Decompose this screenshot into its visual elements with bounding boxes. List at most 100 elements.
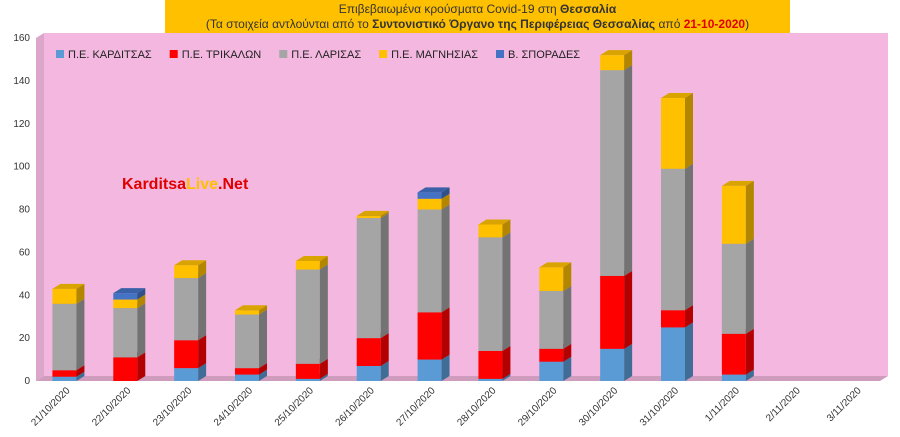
bar-front [539,361,564,381]
bar-side [624,343,633,381]
bar-front [235,368,259,375]
bar-front [600,348,625,381]
bar-segment [478,219,511,238]
bar-front [295,269,320,364]
bar-front [356,338,381,366]
bar-side [259,309,267,369]
bar-front [721,185,746,244]
bar-front [295,260,320,270]
bar-front [721,333,746,375]
x-tick-label: 29/10/2020 [516,385,559,428]
bar-top [600,50,633,56]
bar-segment [356,213,389,339]
bar-side [198,260,207,279]
legend-label: Π.Ε. ΚΑΡΔΙΤΣΑΣ [68,49,152,61]
bar-side [441,354,450,381]
bar-side [685,163,693,311]
title-line-2-mid: από [655,17,684,31]
plot-floor [36,376,888,381]
bar-front [478,224,503,238]
bar-side [259,363,267,375]
bar-front [539,348,564,362]
bar-top [174,260,207,266]
legend-swatch [56,50,64,58]
bar-front [174,278,199,341]
bar-front [356,218,381,339]
bar-segment [600,65,633,276]
bar-front [600,55,625,71]
bar-segment [295,255,328,270]
bar-segment [52,283,85,304]
bar-side [198,273,207,341]
bar-side [502,232,511,351]
bar-front [113,293,138,300]
bar-front [661,310,685,328]
y-tick-label: 120 [13,119,30,130]
bar-front [417,198,442,210]
legend-swatch [496,50,505,58]
bar-side [319,358,328,379]
plot-back-wall [44,33,888,376]
x-tick-label: 26/10/2020 [334,385,377,428]
bar-segment [600,270,633,349]
x-tick-label: 3/11/2020 [825,385,864,424]
bar-side [745,369,754,381]
y-tick-label: 100 [13,162,30,173]
bar-front [661,168,685,311]
legend-swatch [379,50,388,58]
bar-side [198,363,207,381]
x-tick-label: 24/10/2020 [212,385,255,428]
bar-front [661,327,685,381]
title-date: 21-10-2020 [683,17,746,31]
bar-front [721,374,746,381]
chart-title: Επιβεβαιωμένα κρούσματα Covid-19 στη Θεσ… [165,0,790,33]
x-axis: 21/10/2020 22/10/2020 23/10/2020 24/10/2020… [29,385,864,428]
legend-label: Β. ΣΠΟΡΑΔΕΣ [508,49,580,61]
bar-segment [174,260,207,279]
bar-segment [478,345,511,379]
y-tick-label: 40 [19,290,31,301]
legend-swatch [169,50,178,58]
bar-front [600,275,625,349]
bar-top [721,180,754,186]
bar-side [198,335,207,369]
bar-segment [721,328,754,375]
plot-side-wall [36,33,44,381]
bar-top [235,305,267,311]
bar-front [539,267,564,291]
watermark-part-1: Karditsa [122,176,186,193]
bar-front [174,368,199,381]
x-tick-label: 2/11/2020 [764,385,803,424]
bar-front [417,312,442,360]
bar-front [478,350,503,379]
bar-side [137,303,146,358]
bar-side [624,50,633,71]
bar-side [563,356,572,381]
watermark-part-3: .Net [218,176,249,193]
bar-front [478,378,503,381]
y-tick-label: 140 [13,76,30,87]
bar-side [563,285,572,349]
bar-front [356,215,381,219]
title-line-2: (Τα στοιχεία αντλούνται από το Συντονιστ… [165,17,790,32]
bar-front [295,363,320,379]
bar-front [52,288,77,304]
legend-label: Π.Ε. ΜΑΓΝΗΣΙΑΣ [391,49,478,61]
bar-segment [478,232,511,351]
bar-front [113,308,138,358]
bar-side [137,352,146,381]
x-tick-label: 31/10/2020 [638,385,681,428]
bar-segment [295,264,328,364]
x-tick-label: 28/10/2020 [455,385,498,428]
title-line-2-suffix: ) [745,17,750,31]
bar-side [137,294,146,309]
bar-segment [721,238,754,334]
bar-side [685,305,693,328]
bar-side [319,255,328,270]
bar-side [441,193,450,210]
bar-segment [356,210,389,219]
bar-side [137,288,146,300]
bar-segment [600,343,633,381]
bar-side [76,283,85,304]
bar-side [502,219,511,238]
